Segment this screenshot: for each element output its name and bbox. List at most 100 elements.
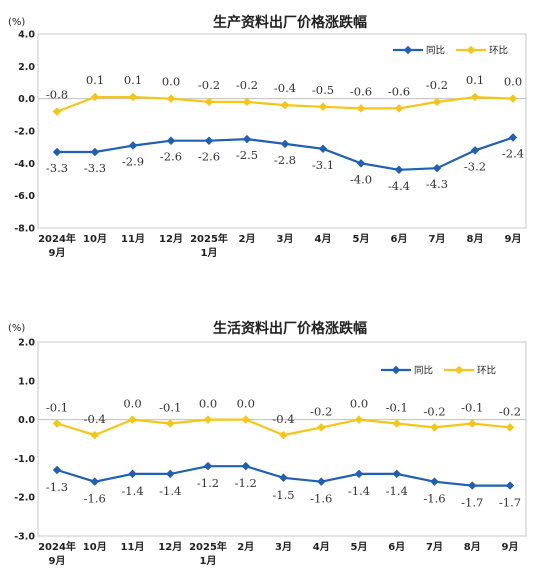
data-point <box>166 136 176 145</box>
x-tick-label: 2024年 <box>38 232 76 245</box>
legend-entry: 环比 <box>489 45 508 57</box>
x-tick-label: 6月 <box>391 233 408 245</box>
y-tick-label: 2.0 <box>18 62 35 73</box>
y-tick-label: 0.0 <box>18 415 35 426</box>
data-label: -1.4 <box>348 484 370 498</box>
data-label: -1.2 <box>197 476 219 490</box>
x-tick-label: 6月 <box>388 541 405 553</box>
legend: 同比 环比 <box>393 45 508 57</box>
data-label: -2.9 <box>122 155 144 169</box>
data-point <box>468 419 477 428</box>
y-unit-consumer: (%) <box>8 323 25 334</box>
data-point <box>203 415 213 424</box>
x-tick-label: 5月 <box>351 541 368 553</box>
data-point <box>204 136 214 145</box>
x-tick-label: 11月 <box>121 541 145 553</box>
data-label: -0.6 <box>388 84 410 98</box>
data-label: -0.2 <box>423 404 445 418</box>
y-tick-label: 1.0 <box>18 376 35 387</box>
y-tick-label: 0.0 <box>18 94 35 105</box>
x-tick-label: 12月 <box>158 541 182 553</box>
data-label: 0.0 <box>350 397 368 411</box>
legend-entry: 同比 <box>426 45 445 57</box>
data-label: -1.6 <box>310 492 332 506</box>
data-point <box>203 461 213 471</box>
data-point <box>128 141 138 150</box>
x-tick-label: 7月 <box>426 541 443 553</box>
x-tick-label: 4月 <box>313 541 330 553</box>
data-label: -2.6 <box>198 150 220 164</box>
y-tick-label: 4.0 <box>18 30 35 41</box>
x-tick-label: 4月 <box>315 233 332 245</box>
data-label: -1.4 <box>159 484 181 498</box>
data-label: -0.2 <box>426 78 448 92</box>
y-tick-label: -6.0 <box>14 191 35 202</box>
y-unit-producer: (%) <box>8 17 25 28</box>
data-point <box>90 477 99 486</box>
data-label: -3.3 <box>46 161 68 175</box>
x-tick-label-line2: 1月 <box>200 555 217 567</box>
y-tick-label: -3.0 <box>14 532 35 543</box>
data-point <box>166 469 175 479</box>
data-label: -4.3 <box>426 177 448 191</box>
x-tick-label: 10月 <box>83 233 107 245</box>
data-label: -2.5 <box>236 148 258 162</box>
plot-frame <box>37 33 527 229</box>
x-tick-label: 2月 <box>237 541 254 553</box>
data-point <box>166 94 176 103</box>
chart-title-consumer: 生活资料出厂价格涨跌幅 <box>213 320 367 337</box>
data-label: 0.1 <box>86 73 104 87</box>
data-label: -0.1 <box>46 400 68 414</box>
data-label: -0.5 <box>312 83 334 97</box>
data-point <box>394 104 404 113</box>
legend-marker <box>403 45 413 55</box>
data-point <box>128 469 137 479</box>
y-tick-label: -2.0 <box>14 127 35 138</box>
data-point <box>241 461 250 471</box>
data-label: -0.2 <box>310 404 332 418</box>
data-point <box>90 430 99 440</box>
data-point <box>241 415 250 424</box>
series-yoy: -3.3 -3.3 -2.9 -2.6 -2.6 -2.5 -2.8 -3.1 -4.0 -4.4… <box>46 133 524 193</box>
data-point <box>470 146 480 155</box>
data-label: -3.2 <box>464 159 486 173</box>
data-point <box>430 477 439 486</box>
y-tick-label: -8.0 <box>14 224 35 235</box>
data-point <box>430 423 439 432</box>
x-tick-label: 3月 <box>277 233 294 245</box>
data-point <box>280 100 290 110</box>
data-label: -0.2 <box>236 78 258 92</box>
legend-marker <box>391 365 401 375</box>
data-label: -0.2 <box>198 78 220 92</box>
x-tick-label: 7月 <box>429 233 446 245</box>
data-label: -0.6 <box>350 84 372 98</box>
data-point <box>508 94 518 103</box>
data-label: -1.7 <box>499 496 521 510</box>
data-label: -1.3 <box>46 480 68 494</box>
x-tick-label: 3月 <box>275 541 292 553</box>
data-label: -0.1 <box>159 400 181 414</box>
data-label: -1.5 <box>272 488 294 502</box>
y-tick-label: -4.0 <box>14 159 35 170</box>
data-label: -1.2 <box>235 476 257 490</box>
data-point <box>317 477 326 486</box>
data-label: 0.1 <box>466 73 484 87</box>
data-label: -0.4 <box>274 81 296 95</box>
x-tick-label: 9月 <box>505 233 522 245</box>
data-label: -0.1 <box>461 400 483 414</box>
data-point <box>432 97 442 107</box>
data-point <box>52 419 62 428</box>
data-label: -2.6 <box>160 150 182 164</box>
data-point <box>317 423 326 432</box>
x-tick-label: 11月 <box>121 233 145 245</box>
data-point <box>279 473 288 483</box>
legend-entry: 同比 <box>414 365 433 377</box>
data-label: -1.6 <box>84 492 106 506</box>
plot-frame <box>37 341 527 537</box>
x-tick-label: 12月 <box>159 233 183 245</box>
x-tick-label-line2: 9月 <box>49 555 66 567</box>
x-tick-label: 8月 <box>467 233 484 245</box>
data-label: -0.4 <box>84 412 106 426</box>
data-point <box>242 97 252 107</box>
